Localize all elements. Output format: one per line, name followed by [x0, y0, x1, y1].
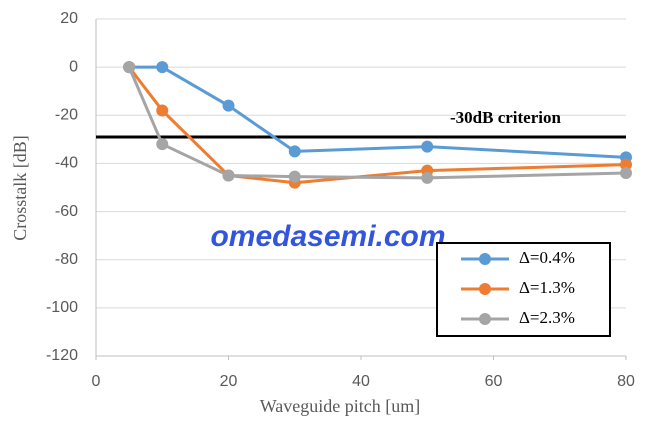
y-tick-label: -60 — [55, 203, 78, 220]
y-tick-label: 20 — [60, 10, 78, 27]
data-point — [123, 61, 136, 74]
watermark: omedasemi.com — [210, 220, 445, 253]
y-tick-label: -120 — [46, 347, 78, 364]
x-tick-label: 40 — [352, 373, 370, 390]
y-tick-label: -40 — [55, 155, 78, 172]
x-tick-label: 60 — [485, 373, 503, 390]
y-tick-label: -20 — [55, 107, 78, 124]
y-tick-label: 0 — [69, 58, 78, 75]
series-line — [127, 66, 627, 180]
data-point — [421, 140, 434, 153]
y-axis-label: Crosstalk [dB] — [10, 135, 30, 241]
data-point — [620, 158, 632, 171]
criterion-label: -30dB criterion — [450, 108, 561, 127]
data-point — [620, 167, 632, 180]
data-point — [156, 104, 169, 117]
legend-marker — [479, 283, 491, 295]
data-point — [222, 99, 235, 112]
legend-marker — [479, 253, 491, 265]
data-point — [156, 138, 169, 151]
x-axis-label: Waveguide pitch [um] — [260, 396, 421, 416]
y-tick-label: -100 — [46, 299, 78, 316]
data-point — [288, 170, 301, 183]
y-tick-label: -80 — [55, 251, 78, 268]
series-line — [127, 66, 627, 185]
x-tick-label: 20 — [220, 373, 238, 390]
legend-label: Δ=0.4% — [519, 248, 575, 267]
data-point — [156, 61, 169, 74]
data-point — [288, 145, 301, 158]
data-point — [421, 171, 434, 184]
x-tick-label: 80 — [617, 373, 635, 390]
legend-marker — [479, 313, 491, 325]
data-point — [222, 169, 235, 182]
x-tick-label: 0 — [92, 373, 101, 390]
legend-label: Δ=1.3% — [519, 278, 575, 297]
legend-label: Δ=2.3% — [519, 308, 575, 327]
